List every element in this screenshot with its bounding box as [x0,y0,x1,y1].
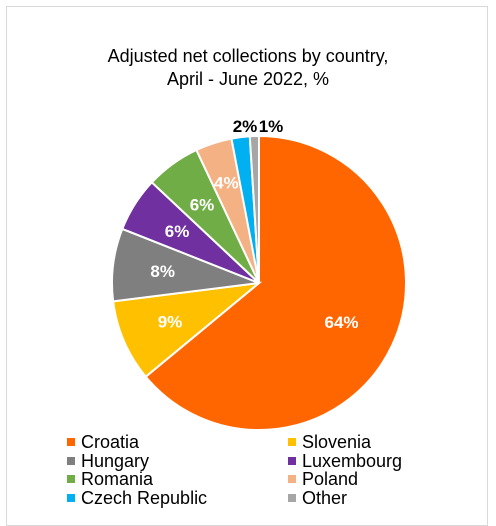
data-label-romania: 6% [190,196,215,215]
pie-slice-other [248,134,260,284]
data-label-slovenia: 9% [158,313,183,332]
pie-slice-croatia [144,134,407,431]
data-label-luxembourg: 6% [165,222,190,241]
pie-slice-slovenia [112,281,263,379]
data-label-czech-republic: 2% [233,117,258,136]
data-label-croatia: 64% [324,313,358,332]
chart-title-line-1: Adjusted net collections by country, [107,46,389,66]
chart-title: Adjusted net collections by country, Apr… [0,45,496,91]
data-label-hungary: 8% [150,262,175,281]
data-label-poland: 4% [214,173,239,192]
data-label-other: 1% [259,117,284,136]
chart-title-line-2: April - June 2022, % [166,69,330,89]
